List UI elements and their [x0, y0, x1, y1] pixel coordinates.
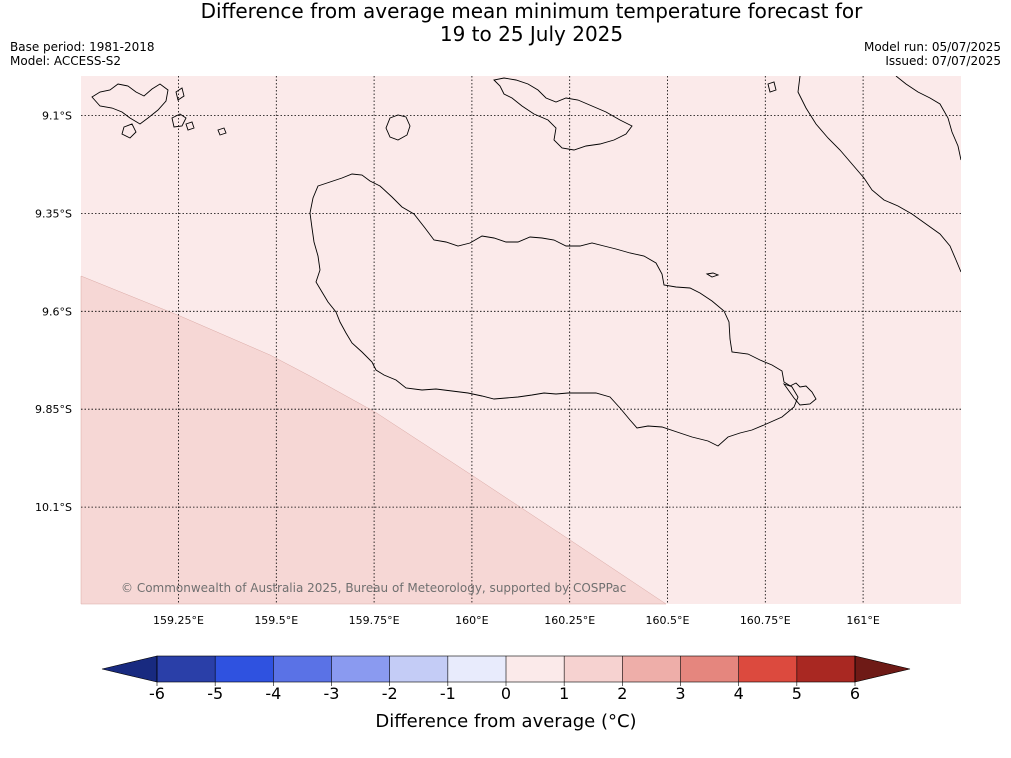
lon-label: 160.25°E — [544, 614, 595, 627]
colorbar-segment — [447, 656, 506, 682]
colorbar-tick-label: 4 — [734, 684, 744, 703]
model-run: Model run: 05/07/2025 — [863, 40, 1001, 54]
island-russell-1 — [91, 83, 169, 125]
lon-labels: 159.25°E 159.5°E 159.75°E 160°E 160.25°E 160.… — [153, 614, 880, 627]
lon-label: 160°E — [455, 614, 488, 627]
lon-label: 160.5°E — [646, 614, 690, 627]
island-russell-4 — [175, 87, 185, 101]
islet-malaita-2 — [767, 81, 777, 93]
lon-label: 159.5°E — [254, 614, 298, 627]
colorbar-extend-low — [101, 655, 158, 683]
island-russell-6 — [185, 121, 195, 131]
colorbar-tick-label: 1 — [559, 684, 569, 703]
colorbar-segment — [622, 656, 681, 682]
model-name: Model: ACCESS-S2 — [10, 54, 122, 68]
colorbar-segment — [506, 656, 565, 682]
lat-label: 9.6°S — [42, 305, 72, 318]
title-line-2: 19 to 25 July 2025 — [439, 22, 624, 46]
colorbar-tick-label: 3 — [675, 684, 685, 703]
map-fill-1-2 — [80, 275, 667, 605]
colorbar-segment — [738, 656, 797, 682]
colorbar-extend-high — [854, 655, 911, 683]
lon-label: 160.75°E — [740, 614, 791, 627]
colorbar-segment — [680, 656, 739, 682]
base-period: Base period: 1981-2018 — [10, 40, 155, 54]
colorbar-tick-label: -2 — [382, 684, 398, 703]
lon-label: 161°E — [846, 614, 879, 627]
colorbar-tick-label: -3 — [324, 684, 340, 703]
meta-left: Base period: 1981-2018 Model: ACCESS-S2 — [10, 40, 155, 68]
colorbar-segment — [796, 656, 855, 682]
island-malaita-north — [895, 76, 961, 161]
colorbar — [101, 655, 911, 683]
colorbar-ticks: -6 -5 -4 -3 -2 -1 0 1 2 3 4 5 6 — [149, 656, 860, 703]
meta-right: Model run: 05/07/2025 Issued: 07/07/2025 — [864, 40, 1001, 68]
copyright-text: © Commonwealth of Australia 2025, Bureau… — [121, 581, 626, 595]
title-line-1: Difference from average mean minimum tem… — [200, 0, 863, 23]
colorbar-tick-label: 2 — [617, 684, 627, 703]
colorbar-segment — [157, 656, 216, 682]
colorbar-tick-label: -6 — [149, 684, 165, 703]
lon-label: 159.75°E — [349, 614, 400, 627]
lat-label: 9.1°S — [42, 110, 72, 123]
lat-labels: 9.1°S 9.35°S 9.6°S 9.85°S 10.1°S — [35, 110, 72, 515]
island-east-tip — [782, 382, 817, 406]
colorbar-tick-label: -1 — [440, 684, 456, 703]
colorbar-tick-label: -4 — [265, 684, 281, 703]
lat-label: 9.85°S — [35, 403, 72, 416]
island-guadalcanal — [309, 173, 799, 447]
lat-label: 10.1°S — [35, 501, 72, 514]
colorbar-segment — [389, 656, 448, 682]
colorbar-tick-label: -5 — [207, 684, 223, 703]
colorbar-title: Difference from average (°C) — [375, 711, 636, 732]
lat-label: 9.35°S — [35, 207, 72, 220]
lon-label: 159.25°E — [153, 614, 204, 627]
islet — [705, 272, 720, 278]
colorbar-segment — [331, 656, 390, 682]
graticule — [81, 76, 961, 604]
colorbar-segment — [564, 656, 623, 682]
issued-date: Issued: 07/07/2025 — [885, 54, 1001, 68]
colorbar-tick-label: 6 — [850, 684, 860, 703]
island-russell-2 — [121, 123, 137, 139]
colorbar-segment — [215, 656, 274, 682]
colorbar-segment — [273, 656, 332, 682]
colorbar-tick-label: 0 — [501, 684, 511, 703]
colorbar-tick-label: 5 — [792, 684, 802, 703]
island-malaita — [797, 76, 961, 273]
coastlines — [91, 76, 961, 447]
island-russell-5 — [217, 127, 227, 136]
island-nggela — [493, 77, 633, 151]
map-title: Difference from average mean minimum tem… — [0, 0, 1011, 46]
